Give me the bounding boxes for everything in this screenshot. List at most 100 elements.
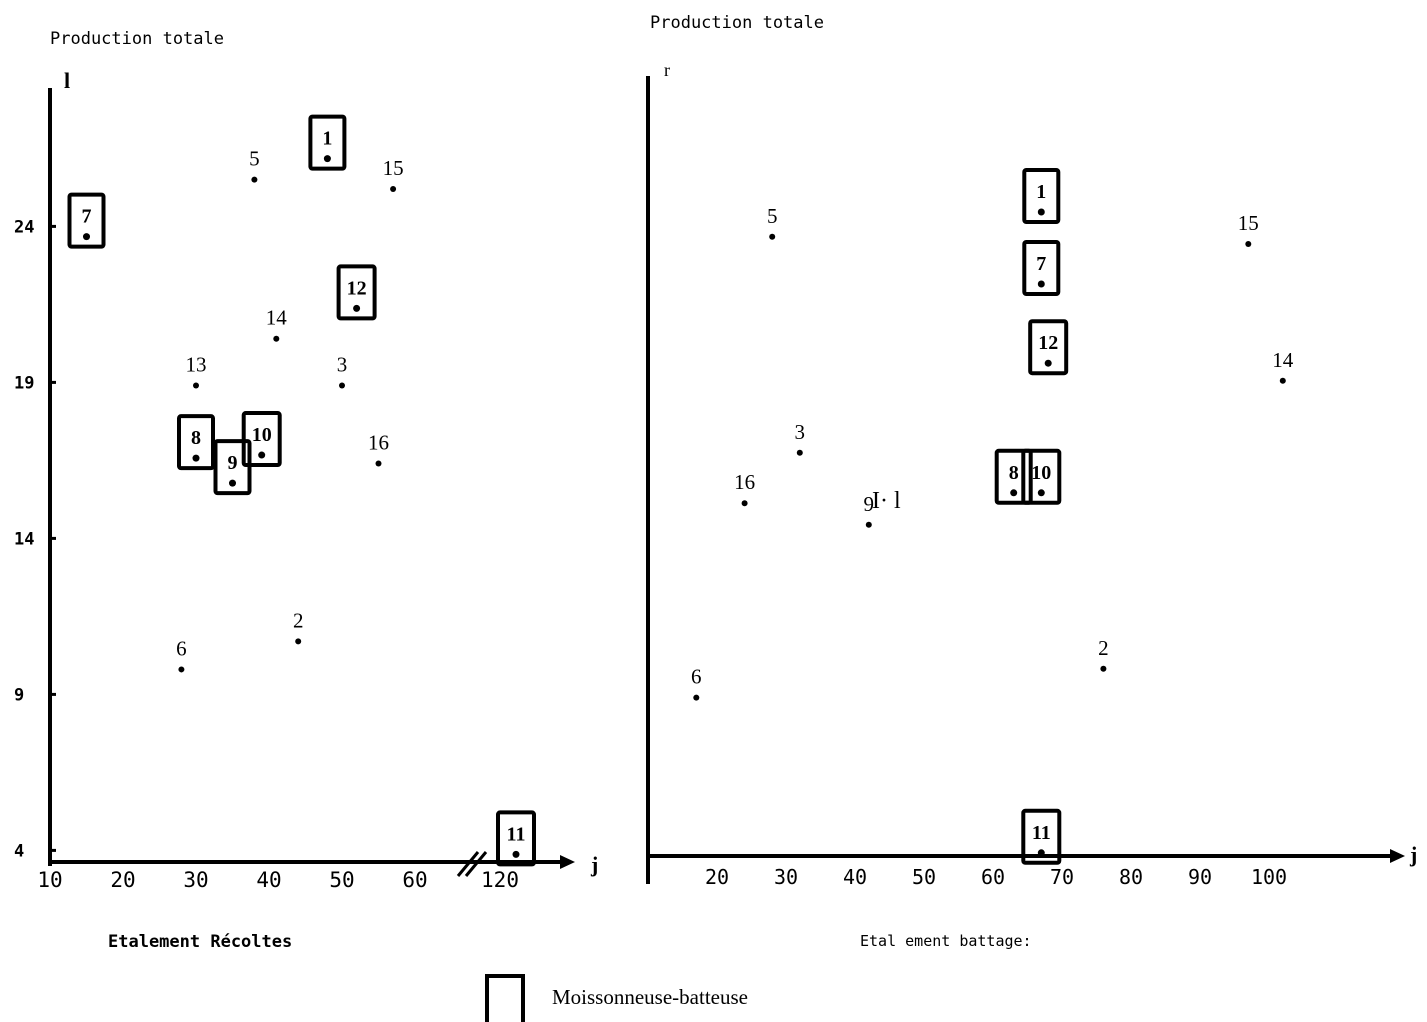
left-point-marker — [193, 382, 199, 389]
left-point-label: 8 — [191, 427, 201, 449]
right-point-marker — [1279, 377, 1286, 384]
left-y-tick-label: 4 — [14, 841, 24, 861]
left-point-label: 3 — [337, 353, 348, 377]
left-y-tick-label: 24 — [14, 217, 34, 237]
right-point-label: 12 — [1038, 332, 1058, 354]
left-axis-break-mark — [464, 851, 488, 877]
left-x-tick-label: 40 — [256, 868, 281, 892]
left-point-marker — [258, 451, 266, 459]
left-point-marker — [251, 176, 258, 183]
left-y-tick-label: 9 — [14, 685, 24, 705]
left-x-tick-label: 60 — [402, 868, 427, 892]
right-x-tick-label: 40 — [843, 865, 867, 889]
left-point-marker — [323, 155, 331, 163]
right-point-marker — [1245, 241, 1252, 247]
left-point-marker — [390, 185, 397, 192]
right-x-axis-title: Etal ement battage: — [860, 932, 1032, 950]
right-point-box — [1021, 448, 1062, 505]
right-x-tick-label: 100 — [1251, 865, 1287, 889]
left-point-box — [213, 439, 252, 496]
right-chart-title: Production totale — [650, 13, 824, 33]
left-y-tick-label: 14 — [14, 529, 34, 549]
right-point-box — [1022, 168, 1061, 224]
right-point-marker — [796, 449, 803, 456]
left-point-box — [308, 114, 347, 171]
right-x-axis-end-label: j — [1409, 842, 1417, 867]
left-point-marker — [375, 460, 382, 467]
right-x-tick-label: 90 — [1188, 865, 1212, 889]
left-point-marker — [339, 382, 345, 389]
left-point-marker — [353, 304, 361, 312]
right-point-label: 3 — [795, 420, 806, 444]
left-point-label: 15 — [383, 156, 404, 180]
right-x-tick-label: 20 — [705, 865, 729, 889]
right-point-label: 9 — [864, 492, 875, 516]
right-point-marker — [1037, 280, 1045, 288]
right-point-box — [1021, 808, 1062, 865]
left-point-label: 5 — [249, 147, 260, 171]
left-point-marker — [295, 638, 302, 645]
left-point-marker — [229, 479, 236, 487]
right-point-label: 7 — [1036, 253, 1046, 275]
right-x-tick-label: 30 — [774, 865, 798, 889]
right-point-label: 11 — [1032, 822, 1051, 844]
left-point-box — [177, 414, 215, 471]
right-point-label: 1 — [1036, 181, 1046, 203]
left-point-box — [496, 810, 536, 867]
left-point-label: 1 — [322, 128, 332, 150]
left-point-label: 12 — [347, 277, 367, 299]
right-point-marker — [865, 521, 872, 528]
left-point-box — [336, 264, 377, 321]
left-y-axis-label: l — [64, 68, 70, 93]
right-point-marker — [693, 694, 700, 701]
right-point-marker — [741, 500, 748, 507]
left-x-tick-label: 10 — [37, 868, 62, 892]
left-axis-break-mark — [456, 851, 480, 877]
right-point-label: 8 — [1009, 462, 1019, 484]
left-x-tick-label: 120 — [481, 868, 519, 892]
left-point-marker — [192, 454, 200, 462]
right-point-marker — [769, 233, 776, 240]
left-point-label: 2 — [293, 608, 304, 632]
left-point-label: 14 — [266, 306, 288, 330]
right-x-tick-label: 70 — [1050, 865, 1074, 889]
right-x-tick-label: 50 — [912, 865, 936, 889]
right-point-marker — [1037, 489, 1045, 497]
left-point-label: 7 — [82, 206, 92, 228]
right-point-label: 5 — [767, 204, 778, 228]
left-y-tick-label: 19 — [14, 373, 34, 393]
left-x-tick-label: 30 — [183, 868, 208, 892]
left-chart-title: Production totale — [50, 29, 224, 49]
left-x-tick-label: 50 — [329, 868, 354, 892]
right-annotation: I· l — [872, 488, 901, 514]
right-point-label: 6 — [691, 665, 702, 689]
right-point-marker — [1037, 849, 1045, 857]
right-point-marker — [1044, 359, 1052, 367]
right-point-label: 15 — [1238, 211, 1259, 235]
right-point-label: 10 — [1031, 462, 1051, 484]
left-x-axis-arrow-icon — [560, 855, 575, 869]
left-point-label: 10 — [252, 424, 272, 446]
left-x-axis-title: Etalement Récoltes — [108, 932, 292, 952]
left-point-box — [67, 192, 106, 249]
left-point-marker — [512, 850, 520, 858]
legend-box-icon — [485, 974, 525, 1022]
right-x-tick-label: 80 — [1119, 865, 1143, 889]
left-x-axis-end-label: j — [590, 852, 598, 877]
right-point-label: 16 — [734, 470, 755, 494]
left-point-marker — [178, 666, 185, 673]
right-point-marker — [1010, 489, 1018, 497]
right-y-axis-label: r — [664, 60, 670, 80]
left-x-tick-label: 20 — [110, 868, 135, 892]
legend-label: Moissonneuse-batteuse — [552, 985, 748, 1009]
left-point-box — [241, 411, 282, 468]
right-point-label: 14 — [1272, 348, 1294, 372]
left-point-label: 9 — [228, 452, 238, 474]
left-point-label: 16 — [368, 431, 389, 455]
right-point-box — [994, 448, 1033, 505]
right-x-tick-label: 60 — [981, 865, 1005, 889]
right-x-axis-arrow-icon — [1390, 849, 1405, 863]
right-point-label: 2 — [1098, 636, 1109, 660]
left-point-label: 13 — [186, 353, 207, 377]
